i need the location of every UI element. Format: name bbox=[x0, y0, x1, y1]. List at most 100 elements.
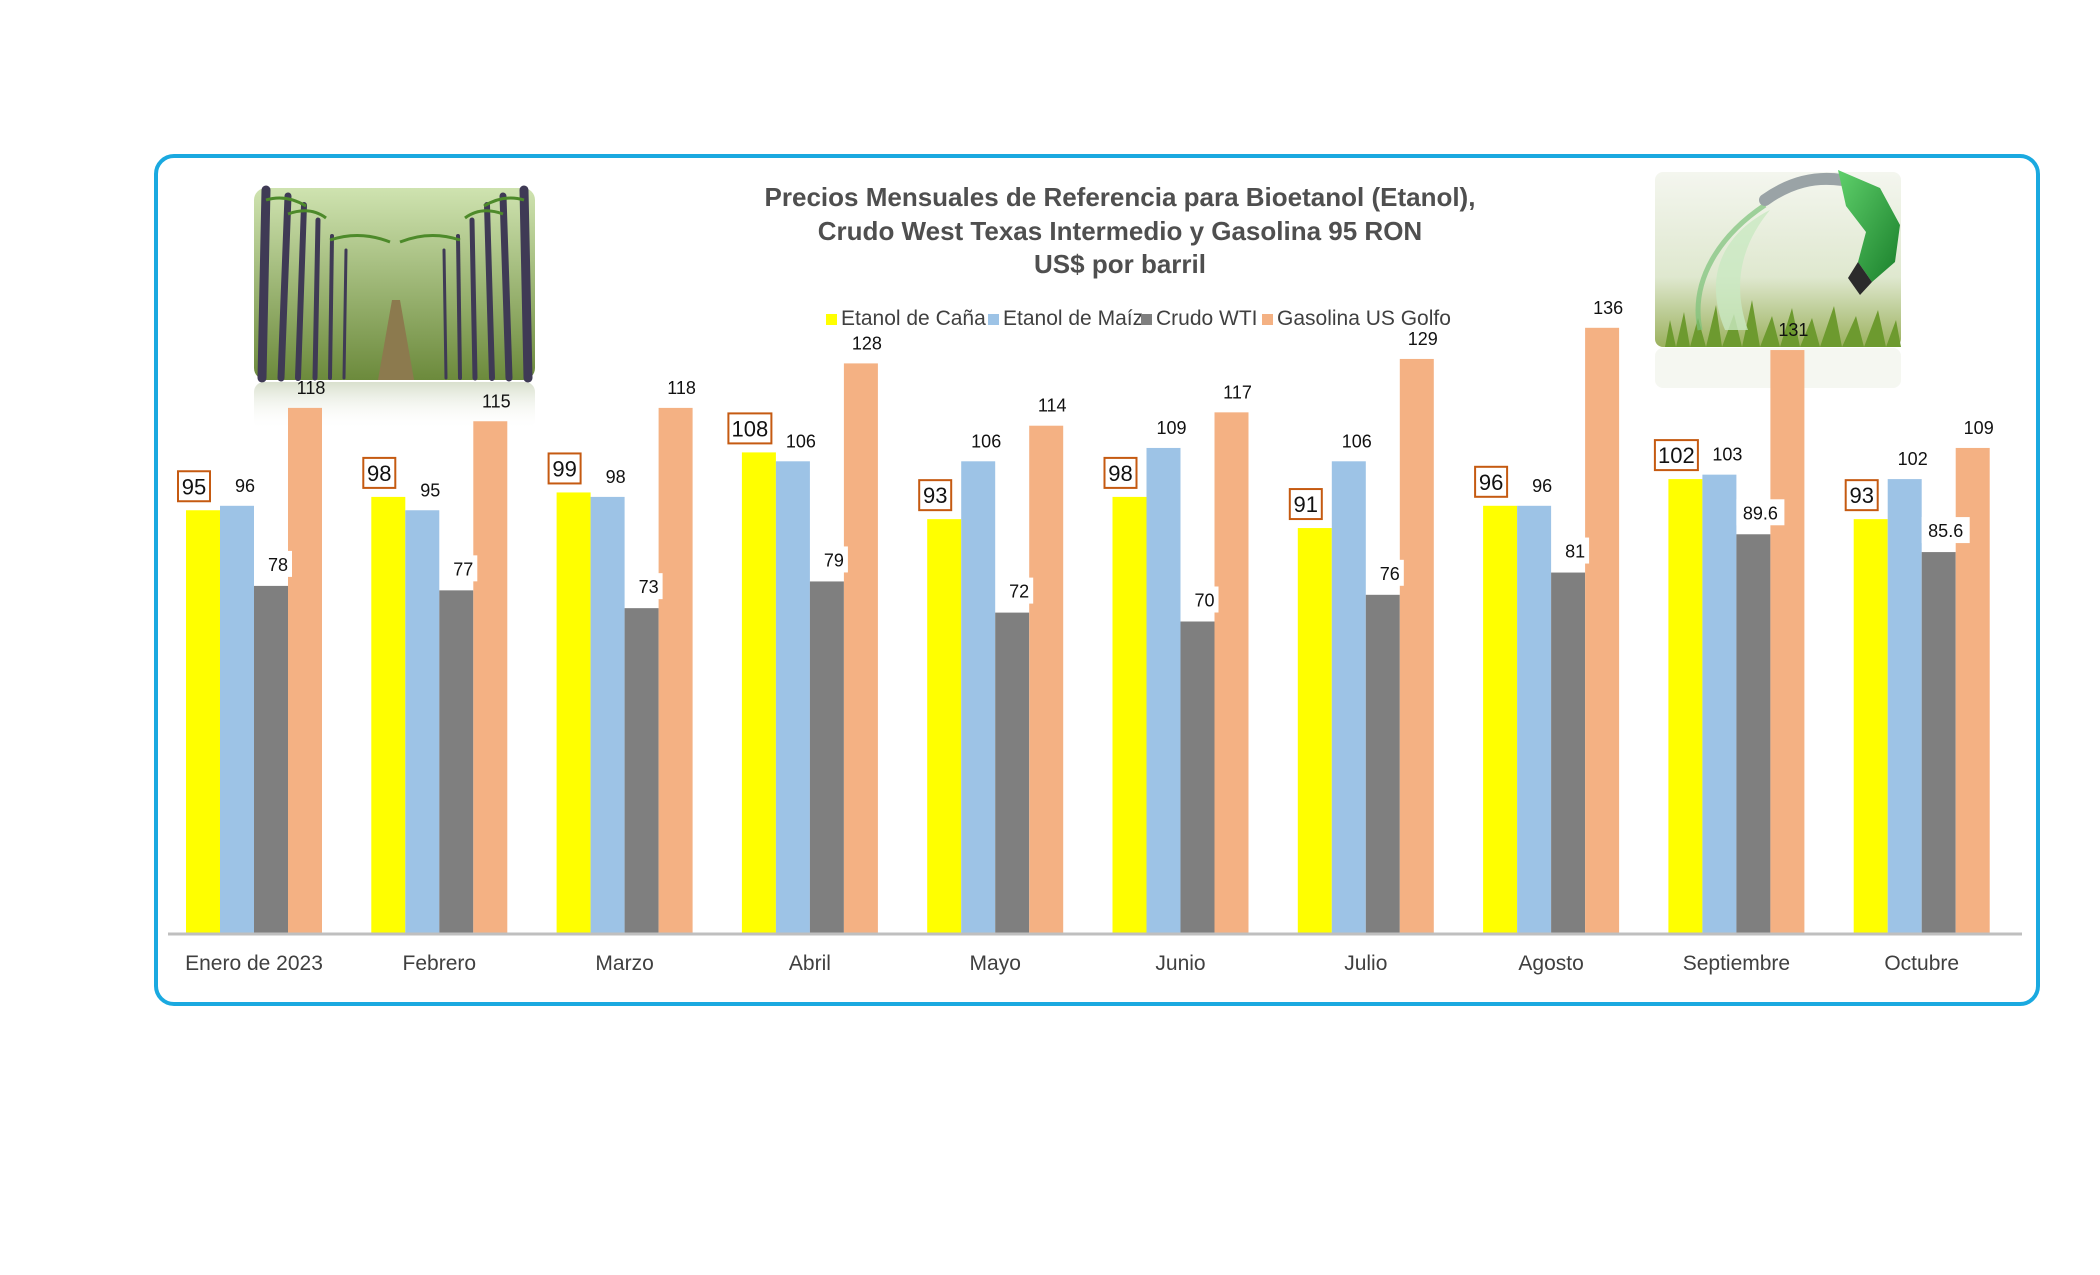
data-label-box bbox=[1288, 488, 1323, 521]
bar-group-julio: 91 106 76 129 bbox=[1288, 329, 1438, 933]
data-label-text: 89.6 bbox=[1743, 503, 1778, 523]
bar-etanol-de-cana-julio bbox=[1297, 528, 1332, 933]
bar-etanol-de-maiz-julio bbox=[1331, 461, 1366, 933]
bar-group-marzo: 99 98 73 118 bbox=[547, 378, 696, 933]
bar-etanol-de-cana-abril bbox=[741, 452, 776, 933]
data-label-crudo-wti-enero-de-2023: 78 bbox=[264, 550, 292, 577]
data-label-etanol-de-cana-octubre: 93 bbox=[1844, 479, 1879, 512]
data-label-etanol-de-cana-enero-de-2023: 95 bbox=[177, 470, 211, 503]
bar-group-febrero: 98 95 77 115 bbox=[362, 391, 511, 933]
bar-crudo-wti-enero-de-2023 bbox=[254, 585, 288, 933]
data-label-etanol-de-maiz-septiembre: 103 bbox=[1712, 445, 1742, 465]
bar-gasolina-us-golfo-agosto bbox=[1585, 327, 1620, 933]
bar-group-octubre: 93 102 85.6 109 bbox=[1844, 418, 1994, 933]
data-label-gasolina-us-golfo-agosto: 136 bbox=[1593, 298, 1623, 318]
data-label-etanol-de-cana-mayo: 93 bbox=[918, 479, 953, 512]
data-label-etanol-de-cana-septiembre: 102 bbox=[1653, 439, 1699, 472]
bar-gasolina-us-golfo-febrero bbox=[473, 421, 508, 933]
data-label-etanol-de-maiz-agosto: 96 bbox=[1532, 476, 1552, 496]
x-tick-label-abril: Abril bbox=[789, 952, 831, 975]
sugarcane-photo bbox=[254, 185, 535, 430]
bar-etanol-de-maiz-abril bbox=[775, 461, 810, 933]
data-label-text: 76 bbox=[1380, 564, 1400, 584]
data-label-box bbox=[1474, 465, 1509, 498]
data-label-etanol-de-cana-agosto: 96 bbox=[1474, 465, 1509, 498]
bar-crudo-wti-septiembre bbox=[1736, 534, 1771, 933]
data-label-box bbox=[547, 452, 582, 485]
legend-swatch bbox=[826, 314, 837, 325]
bar-gasolina-us-golfo-mayo bbox=[1029, 425, 1064, 933]
data-label-etanol-de-maiz-mayo: 106 bbox=[971, 431, 1001, 451]
legend-label: Crudo WTI bbox=[1156, 307, 1258, 330]
data-label-gasolina-us-golfo-mayo: 114 bbox=[1038, 396, 1067, 416]
data-label-gasolina-us-golfo-julio: 129 bbox=[1408, 329, 1438, 349]
bar-etanol-de-cana-septiembre bbox=[1668, 479, 1703, 933]
data-label-text: 98 bbox=[1108, 461, 1132, 486]
data-label-box bbox=[177, 470, 211, 503]
data-label-box bbox=[1653, 439, 1699, 472]
data-label-etanol-de-maiz-octubre: 102 bbox=[1898, 449, 1928, 469]
data-label-box bbox=[362, 456, 397, 489]
data-label-gasolina-us-golfo-octubre: 109 bbox=[1964, 418, 1994, 438]
x-tick-label-enero-de-2023: Enero de 2023 bbox=[185, 952, 323, 975]
x-tick-label-mayo: Mayo bbox=[970, 952, 1021, 975]
data-label-text: 77 bbox=[453, 559, 473, 579]
data-label-text: 98 bbox=[367, 461, 391, 486]
legend-item-etanol-de-maiz: Etanol de Maíz bbox=[988, 307, 1143, 330]
fuel-nozzle-photo bbox=[1655, 170, 1901, 388]
chart-title-line-1: Precios Mensuales de Referencia para Bio… bbox=[765, 182, 1476, 212]
data-label-crudo-wti-abril: 79 bbox=[819, 546, 848, 573]
legend-swatch bbox=[1262, 314, 1273, 325]
bar-etanol-de-maiz-octubre bbox=[1887, 479, 1922, 933]
bar-etanol-de-maiz-febrero bbox=[405, 510, 440, 933]
data-label-text: 78 bbox=[268, 555, 288, 575]
bar-etanol-de-cana-junio bbox=[1112, 496, 1147, 933]
legend-item-etanol-de-cana: Etanol de Caña bbox=[826, 307, 986, 330]
bar-gasolina-us-golfo-septiembre bbox=[1770, 350, 1805, 933]
data-label-etanol-de-cana-julio: 91 bbox=[1288, 488, 1323, 521]
data-label-box bbox=[918, 479, 953, 512]
data-label-bg bbox=[1921, 517, 1970, 544]
data-label-text: 70 bbox=[1194, 591, 1214, 611]
data-label-bg bbox=[1736, 499, 1785, 526]
data-label-gasolina-us-golfo-septiembre: 131 bbox=[1778, 320, 1808, 340]
data-label-etanol-de-maiz-julio: 106 bbox=[1342, 431, 1372, 451]
x-tick-label-octubre: Octubre bbox=[1884, 952, 1959, 975]
data-label-text: 108 bbox=[732, 416, 769, 441]
bar-group-abril: 108 106 79 128 bbox=[727, 333, 882, 933]
data-label-bg bbox=[1005, 577, 1034, 604]
data-label-bg bbox=[264, 550, 292, 577]
data-label-text: 102 bbox=[1658, 443, 1695, 468]
plot-area: 95 96 78 118 Enero de 2023 98 95 77 115 Febrero 99… bbox=[168, 298, 2022, 975]
data-label-etanol-de-maiz-abril: 106 bbox=[786, 431, 816, 451]
data-label-text: 79 bbox=[824, 550, 844, 570]
legend-swatch bbox=[988, 314, 999, 325]
data-label-crudo-wti-junio: 70 bbox=[1190, 586, 1219, 613]
bar-etanol-de-maiz-marzo bbox=[590, 496, 625, 933]
bar-crudo-wti-julio bbox=[1365, 594, 1400, 933]
data-label-bg bbox=[634, 573, 663, 600]
bar-etanol-de-maiz-septiembre bbox=[1702, 474, 1737, 933]
chart-title: Precios Mensuales de Referencia para Bio… bbox=[765, 182, 1476, 279]
bar-etanol-de-cana-octubre bbox=[1853, 519, 1888, 933]
data-label-etanol-de-cana-febrero: 98 bbox=[362, 456, 397, 489]
data-label-crudo-wti-mayo: 72 bbox=[1005, 577, 1034, 604]
data-label-gasolina-us-golfo-abril: 128 bbox=[852, 333, 882, 353]
bar-etanol-de-maiz-agosto bbox=[1517, 505, 1552, 933]
data-label-bg bbox=[1561, 537, 1590, 564]
bar-gasolina-us-golfo-junio bbox=[1214, 412, 1249, 934]
data-label-text: 91 bbox=[1294, 492, 1318, 517]
x-tick-label-marzo: Marzo bbox=[595, 952, 653, 975]
data-label-etanol-de-maiz-marzo: 98 bbox=[606, 467, 626, 487]
legend-label: Gasolina US Golfo bbox=[1277, 307, 1451, 330]
bar-crudo-wti-mayo bbox=[995, 612, 1030, 933]
data-label-etanol-de-cana-junio: 98 bbox=[1103, 456, 1138, 489]
data-label-etanol-de-maiz-junio: 109 bbox=[1156, 418, 1186, 438]
bar-etanol-de-cana-enero-de-2023 bbox=[186, 510, 220, 933]
x-tick-label-julio: Julio bbox=[1344, 952, 1387, 975]
x-tick-label-febrero: Febrero bbox=[403, 952, 477, 975]
bar-etanol-de-cana-mayo bbox=[927, 519, 962, 933]
bar-group-septiembre: 102 103 89.6 131 bbox=[1653, 320, 1808, 933]
data-label-box bbox=[1844, 479, 1879, 512]
